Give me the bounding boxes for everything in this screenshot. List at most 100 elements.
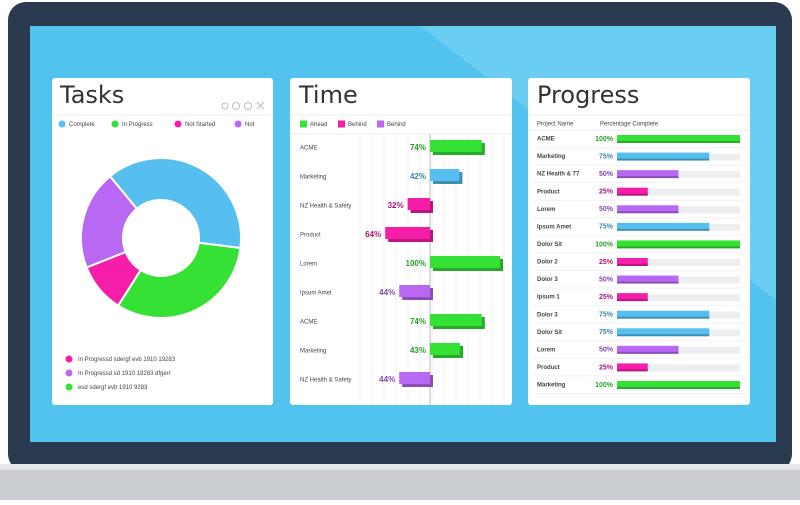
row-label: Lorem <box>300 262 317 268</box>
value-label: 25% <box>599 364 614 371</box>
legend-marker <box>377 120 384 128</box>
row-label: ACME <box>300 320 317 326</box>
bar-shadow <box>617 262 648 266</box>
column-header: Project Name <box>537 122 574 128</box>
row-label: Dolor Sit <box>537 330 562 336</box>
note-text: In Progressd sd 1910 19283 dfgerr <box>78 371 171 377</box>
value-label: 43% <box>410 346 426 355</box>
bar <box>617 222 710 229</box>
bar-shadow <box>617 298 648 302</box>
value-label: 44% <box>379 288 395 297</box>
bar <box>617 345 679 352</box>
legend-label: Not <box>245 122 255 128</box>
bar <box>617 310 710 317</box>
bar <box>399 372 430 384</box>
legend-label: Behind <box>387 122 406 128</box>
note-text: esd sdergf evb 1910 9283 <box>78 385 148 391</box>
legend-marker <box>174 120 182 128</box>
value-label: 74% <box>410 317 426 326</box>
legend-marker <box>338 120 345 128</box>
value-label: 64% <box>365 230 381 239</box>
value-label: 75% <box>599 153 614 160</box>
legend-marker <box>300 120 307 128</box>
row-label: NZ Health & Safety <box>300 204 351 210</box>
bar-track <box>617 188 740 196</box>
bar <box>617 257 648 264</box>
value-label: 100% <box>406 259 426 268</box>
value-label: 100% <box>595 241 614 248</box>
bar-shadow <box>617 210 679 214</box>
bar <box>617 205 679 212</box>
row-label: Product <box>537 189 560 195</box>
bar <box>617 135 740 141</box>
bar-shadow <box>617 140 740 143</box>
legend-marker <box>111 120 119 128</box>
panel-title: Progress <box>537 81 639 109</box>
panel <box>52 78 273 405</box>
legend-marker <box>234 120 242 128</box>
legend-label: Ahead <box>310 122 327 128</box>
bar <box>617 328 710 335</box>
bar <box>617 275 679 282</box>
value-label: 75% <box>599 329 614 336</box>
row-label: Ipsum 1 <box>537 295 560 301</box>
bar-shadow <box>617 333 710 337</box>
donut-segment <box>116 241 242 319</box>
row-label: ACME <box>300 146 317 152</box>
bar-shadow <box>617 368 648 372</box>
value-label: 25% <box>599 189 614 196</box>
value-label: 50% <box>599 206 614 213</box>
bar <box>617 293 648 300</box>
bar-shadow <box>617 157 710 161</box>
bar-shadow <box>617 192 648 196</box>
bar-shadow <box>617 175 679 179</box>
bar <box>430 256 500 268</box>
value-label: 50% <box>599 171 614 178</box>
bar-shadow <box>617 245 740 249</box>
tasks-panel: Tasks <box>52 78 273 405</box>
value-label: 25% <box>599 259 614 266</box>
bar-track <box>617 258 740 266</box>
legend-label: Behind <box>348 122 367 128</box>
legend-label: In Progress <box>122 122 153 128</box>
row-label: ACME <box>537 137 555 143</box>
value-label: 25% <box>599 294 614 301</box>
value-label: 75% <box>599 224 614 231</box>
legend-label: Complete <box>69 122 95 128</box>
value-label: 44% <box>379 375 395 384</box>
panel-title: Tasks <box>59 81 124 109</box>
value-label: 100% <box>595 382 614 389</box>
value-label: 74% <box>410 143 426 152</box>
bar-track <box>617 294 740 302</box>
bar <box>430 140 482 152</box>
panel-title: Time <box>298 81 358 109</box>
row-label: Product <box>300 233 321 239</box>
row-label: Product <box>537 365 560 371</box>
legend-marker <box>58 120 66 128</box>
note-marker <box>65 369 73 377</box>
bar <box>617 240 740 247</box>
value-label: 42% <box>410 172 426 181</box>
bar-shadow <box>617 350 679 354</box>
bar-track <box>617 364 740 372</box>
bar <box>407 198 430 210</box>
bar <box>617 380 740 387</box>
value-label: 100% <box>595 136 614 143</box>
row-label: Ipsum Amet <box>300 291 332 297</box>
bar <box>430 169 460 181</box>
donut-segment <box>80 174 139 269</box>
row-label: NZ Health & 77 <box>537 172 580 178</box>
row-label: Marketing <box>300 175 326 181</box>
bar-shadow <box>617 227 710 231</box>
bar <box>399 285 430 297</box>
donut-segment <box>108 157 242 250</box>
panel-icons[interactable] <box>221 101 265 110</box>
bar <box>617 187 648 194</box>
row-label: NZ Health & Safety <box>300 378 351 384</box>
bar <box>430 343 461 355</box>
row-label: Dolor 3 <box>537 277 558 283</box>
note-text: In Progressd sdergf evb 1910 19283 <box>78 357 176 363</box>
note-marker <box>65 355 73 363</box>
bar-shadow <box>617 315 710 319</box>
